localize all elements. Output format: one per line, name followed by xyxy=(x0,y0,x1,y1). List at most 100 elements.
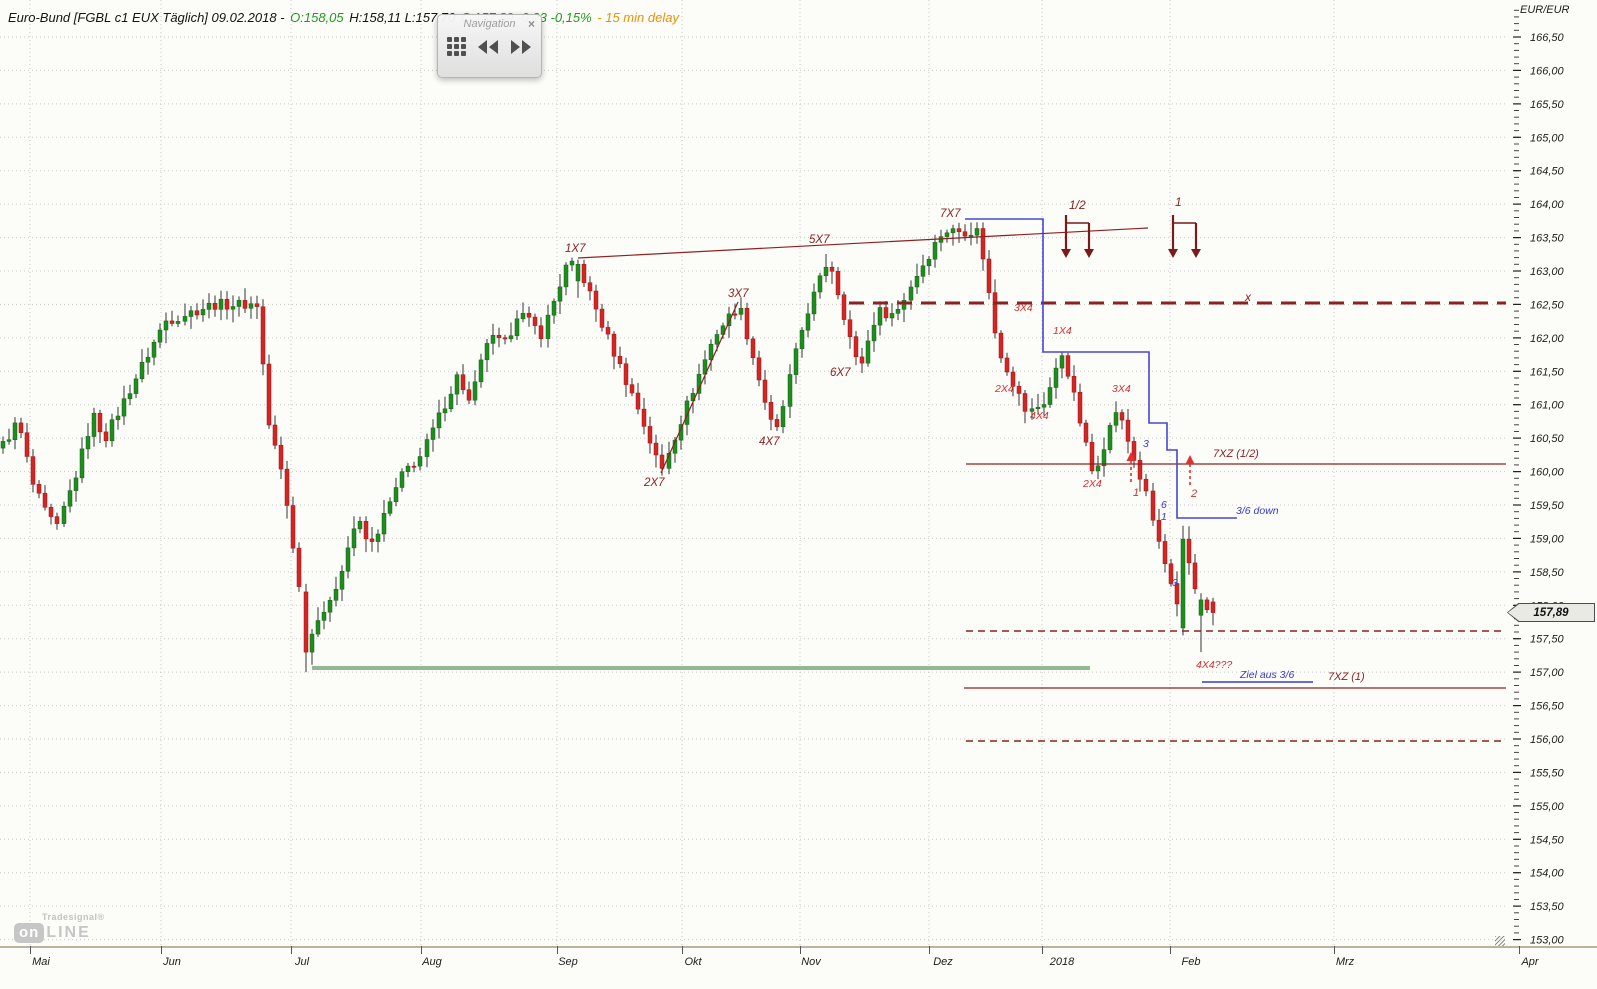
annotation-label: 1 xyxy=(1161,511,1167,523)
price-axis-label: 155,00 xyxy=(1530,801,1565,813)
gridlines-layer xyxy=(0,0,1506,946)
navigation-buttons xyxy=(438,37,541,56)
annotations-layer: 1X7 2X7 3X7 4X7 5X7 6X7 7X7 1/2 1 x 7XZ (1/2) 7XZ (… xyxy=(565,195,1365,683)
price-axis-label: 160,50 xyxy=(1530,433,1565,445)
time-axis-tick xyxy=(800,946,801,954)
grid-icon[interactable] xyxy=(447,37,466,56)
time-axis-tick xyxy=(1519,946,1520,954)
x-axis-label: Dez xyxy=(933,956,953,968)
price-axis-label: 158,50 xyxy=(1530,567,1565,579)
up-arrows-layer xyxy=(1126,452,1195,487)
price-axis-label: 163,00 xyxy=(1530,266,1565,278)
price-axis-label: 166,00 xyxy=(1530,65,1565,77)
time-axis-tick xyxy=(1042,946,1043,954)
navigation-panel-title[interactable]: Navigation xyxy=(463,18,516,30)
annotation-label: 4X7 xyxy=(759,436,780,448)
annotation-label: 4X4 xyxy=(1030,410,1049,422)
annotation-label: 1 xyxy=(1175,195,1182,209)
annotation-label: 1 xyxy=(1133,487,1139,499)
price-axis-label: 154,50 xyxy=(1530,834,1565,846)
resize-handle-icon[interactable] xyxy=(1495,936,1505,946)
x-axis-label: Nov xyxy=(801,956,821,968)
price-axis-label: 156,50 xyxy=(1530,701,1565,713)
annotation-label: 7XZ (1/2) xyxy=(1213,448,1259,460)
navigation-panel[interactable]: Navigation × xyxy=(437,14,542,78)
annotation-label: 4X4??? xyxy=(1196,659,1232,671)
title-segment: Euro-Bund [FGBL c1 EUX Täglich] 09.02.20… xyxy=(8,10,289,25)
price-axis-label: 153,50 xyxy=(1530,901,1565,913)
annotation-label: 3 xyxy=(1172,577,1178,589)
candlestick-chart-canvas[interactable]: 1X7 2X7 3X7 4X7 5X7 6X7 7X7 1/2 1 x 7XZ (1/2) 7XZ (… xyxy=(0,0,1506,946)
time-axis-tick xyxy=(30,946,31,954)
price-axis-label: 163,50 xyxy=(1530,233,1565,245)
annotation-label: 7XZ (1) xyxy=(1328,671,1365,683)
price-axis-label: 159,50 xyxy=(1530,500,1565,512)
last-price-marker: 157,89 xyxy=(1507,603,1595,622)
price-axis-label: 161,00 xyxy=(1530,400,1565,412)
annotation-label: 3X4 xyxy=(1112,383,1131,395)
rewind-icon[interactable] xyxy=(477,39,499,55)
annotation-label: 1/2 xyxy=(1069,198,1086,212)
price-axis-label: 164,50 xyxy=(1530,166,1565,178)
annotation-label: 2 xyxy=(1190,488,1197,500)
price-axis-label: 156,00 xyxy=(1530,734,1565,746)
x-axis-label: 2018 xyxy=(1049,956,1075,968)
annotation-label: Ziel aus 3/6 xyxy=(1239,669,1294,681)
time-axis-tick xyxy=(682,946,683,954)
annotation-label: 3/6 down xyxy=(1236,505,1279,517)
forward-icon[interactable] xyxy=(510,39,532,55)
annotation-label: 2X4 xyxy=(1082,478,1102,490)
grid-icon-glyph xyxy=(447,37,466,56)
title-segment: H:158,11 L:157,70 xyxy=(349,10,459,25)
close-icon[interactable]: × xyxy=(527,17,535,31)
price-axis-unit: EUR/EUR xyxy=(1520,4,1570,16)
logo-brand-text: Tradesignal® xyxy=(42,912,105,922)
price-axis-label: 162,00 xyxy=(1530,333,1565,345)
price-axis[interactable]: 166,50 166,00 165,50 165,00 164,50 164,00 163,… xyxy=(1506,0,1597,946)
price-axis-label: 157,00 xyxy=(1530,667,1565,679)
annotation-label: 1X4 xyxy=(1053,325,1072,337)
x-axis-label: Jul xyxy=(294,956,310,968)
annotation-label: 6 xyxy=(1161,499,1167,511)
title-segment: - 15 min delay xyxy=(597,10,679,25)
price-axis-label: 153,00 xyxy=(1530,935,1565,946)
time-axis[interactable]: Mai Jun Jul Aug Sep Okt Nov Dez 2018 Feb Mrz Apr xyxy=(0,946,1597,989)
stop-step-line xyxy=(965,218,1237,519)
x-axis-label: Sep xyxy=(558,956,578,968)
price-axis-label: 164,00 xyxy=(1530,199,1565,211)
time-axis-tick xyxy=(929,946,930,954)
annotation-label: 2X4 xyxy=(994,383,1014,395)
title-segment: O:158,05 xyxy=(290,10,348,25)
forward-icon-glyph xyxy=(511,39,531,54)
annotation-label: 3X4 xyxy=(1014,302,1033,314)
annotation-label: 2X7 xyxy=(643,477,665,489)
down-arrows-layer xyxy=(1061,215,1201,258)
horizontal-levels-layer xyxy=(312,301,1506,742)
annotation-label: 3 xyxy=(1143,438,1149,450)
x-axis-label: Feb xyxy=(1181,956,1201,968)
logo-on-badge: on xyxy=(14,923,45,943)
price-axis-label: 162,50 xyxy=(1530,299,1565,311)
x-axis-label: Mai xyxy=(32,956,50,968)
time-axis-tick xyxy=(1334,946,1335,954)
candles-layer xyxy=(0,222,1216,673)
tradesignal-logo: Tradesignal® on LINE xyxy=(14,912,105,943)
logo-line-text: LINE xyxy=(46,924,91,941)
annotation-label: x xyxy=(1244,290,1252,304)
time-axis-tick xyxy=(557,946,558,954)
price-axis-label: 154,00 xyxy=(1530,868,1565,880)
annotation-label: 1X7 xyxy=(565,243,586,255)
price-axis-label: 166,50 xyxy=(1530,32,1565,44)
time-axis-tick xyxy=(421,946,422,954)
price-axis-label: 157,50 xyxy=(1530,634,1565,646)
x-axis-label: Mrz xyxy=(1335,956,1355,968)
x-axis-label: Jun xyxy=(163,956,181,968)
price-axis-label: 155,50 xyxy=(1530,767,1565,779)
annotation-label: 6X7 xyxy=(830,367,851,379)
annotation-label: 7X7 xyxy=(940,208,961,220)
price-axis-label: 165,50 xyxy=(1530,99,1565,111)
price-axis-label: 161,50 xyxy=(1530,366,1565,378)
time-axis-tick xyxy=(161,946,162,954)
annotation-label: 3X7 xyxy=(728,288,749,300)
